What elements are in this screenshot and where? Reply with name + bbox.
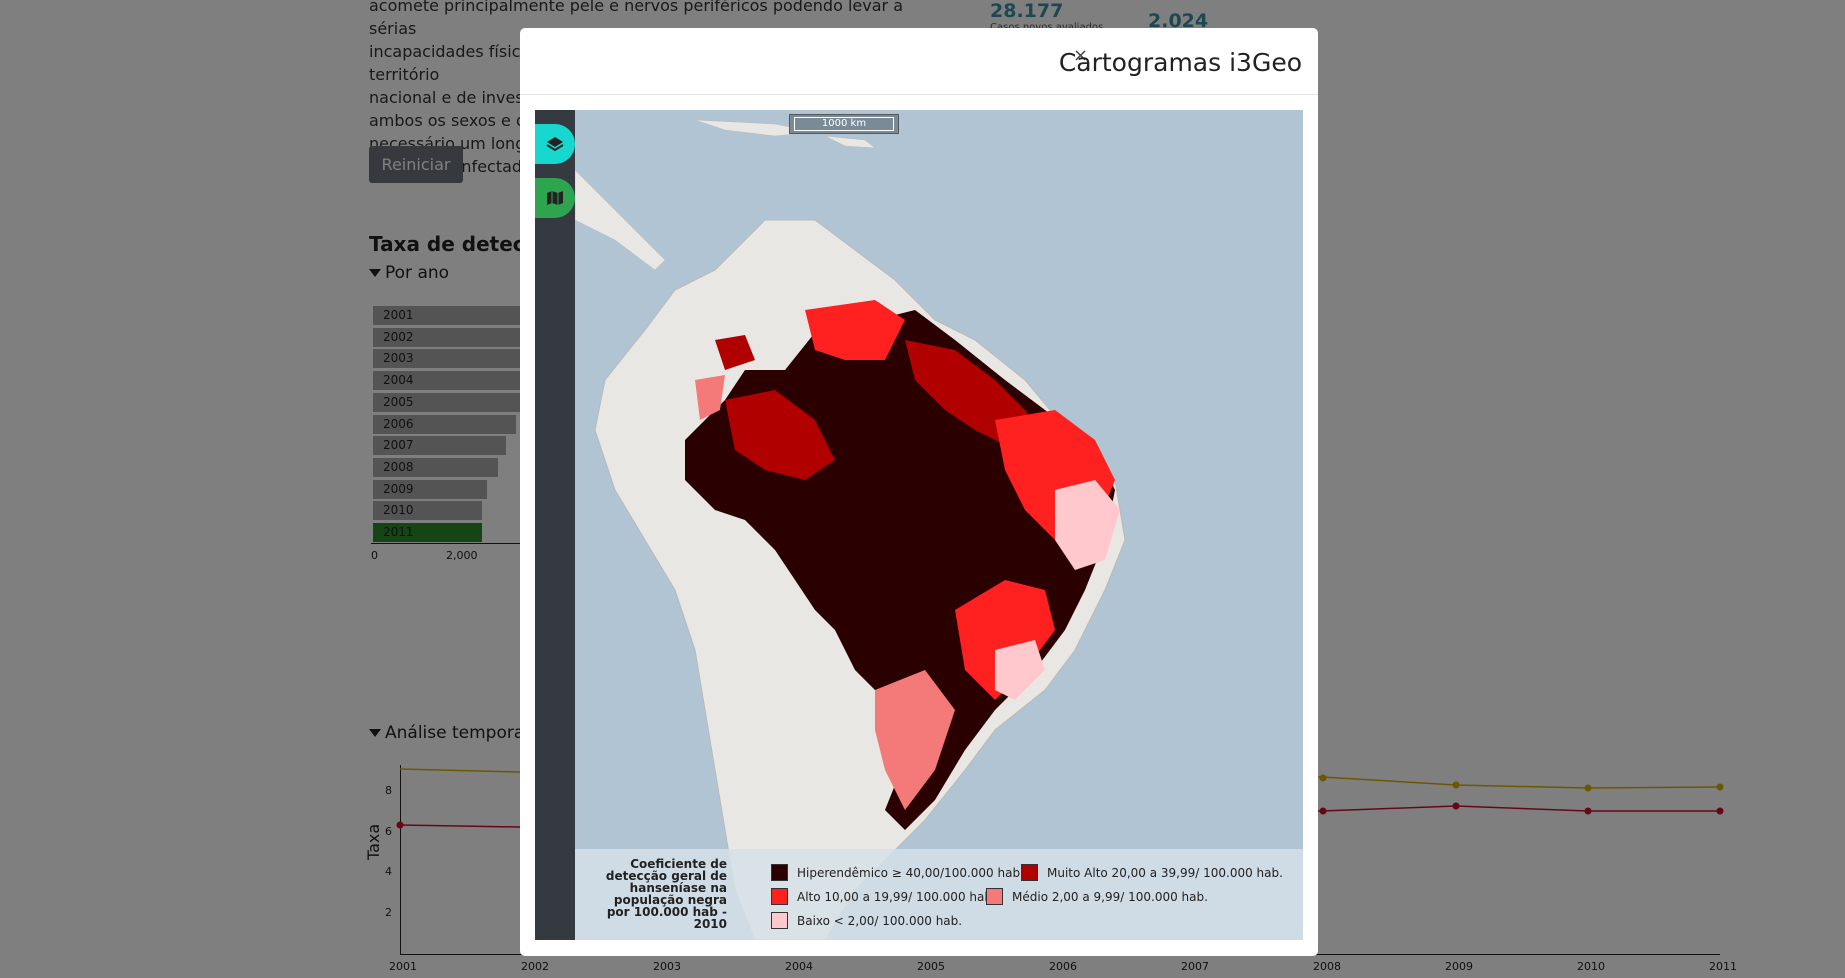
- map-frame[interactable]: 1000 km Coeficiente de detecção geral de…: [535, 110, 1303, 940]
- legend-item: Muito Alto 20,00 a 39,99/ 100.000 hab.: [1021, 864, 1283, 881]
- modal-title: Cartogramas i3Geo: [1058, 48, 1302, 77]
- legend-item: Hiperendêmico ≥ 40,00/100.000 hab.: [771, 864, 1024, 881]
- legend-label: Baixo < 2,00/ 100.000 hab.: [797, 913, 963, 928]
- scale-label: 1000 km: [794, 117, 894, 131]
- legend-swatch: [771, 912, 788, 929]
- legend-label: Hiperendêmico ≥ 40,00/100.000 hab.: [797, 865, 1024, 880]
- legend-item: Alto 10,00 a 19,99/ 100.000 hab.: [771, 888, 996, 905]
- layers-button[interactable]: [535, 124, 575, 164]
- map-legend: Coeficiente de detecção geral de hansení…: [575, 849, 1303, 940]
- legend-swatch: [986, 888, 1003, 905]
- legend-title: Coeficiente de detecção geral de hansení…: [605, 857, 727, 931]
- cartogram-modal: × Cartogramas i3Geo: [520, 28, 1318, 956]
- legend-label: Médio 2,00 a 9,99/ 100.000 hab.: [1012, 889, 1208, 904]
- map-button[interactable]: [535, 178, 575, 218]
- close-icon[interactable]: ×: [1073, 45, 1089, 66]
- layers-icon: [546, 137, 564, 152]
- legend-label: Alto 10,00 a 19,99/ 100.000 hab.: [797, 889, 996, 904]
- legend-item: Médio 2,00 a 9,99/ 100.000 hab.: [986, 888, 1208, 905]
- legend-swatch: [1021, 864, 1038, 881]
- legend-swatch: [771, 864, 788, 881]
- map-sidebar: [535, 110, 575, 940]
- legend-item: Baixo < 2,00/ 100.000 hab.: [771, 912, 962, 929]
- legend-swatch: [771, 888, 788, 905]
- legend-label: Muito Alto 20,00 a 39,99/ 100.000 hab.: [1047, 865, 1283, 880]
- modal-header: × Cartogramas i3Geo: [520, 28, 1318, 95]
- choropleth-map[interactable]: [575, 110, 1303, 940]
- map-icon: [547, 191, 563, 205]
- scale-bar: 1000 km: [789, 114, 899, 134]
